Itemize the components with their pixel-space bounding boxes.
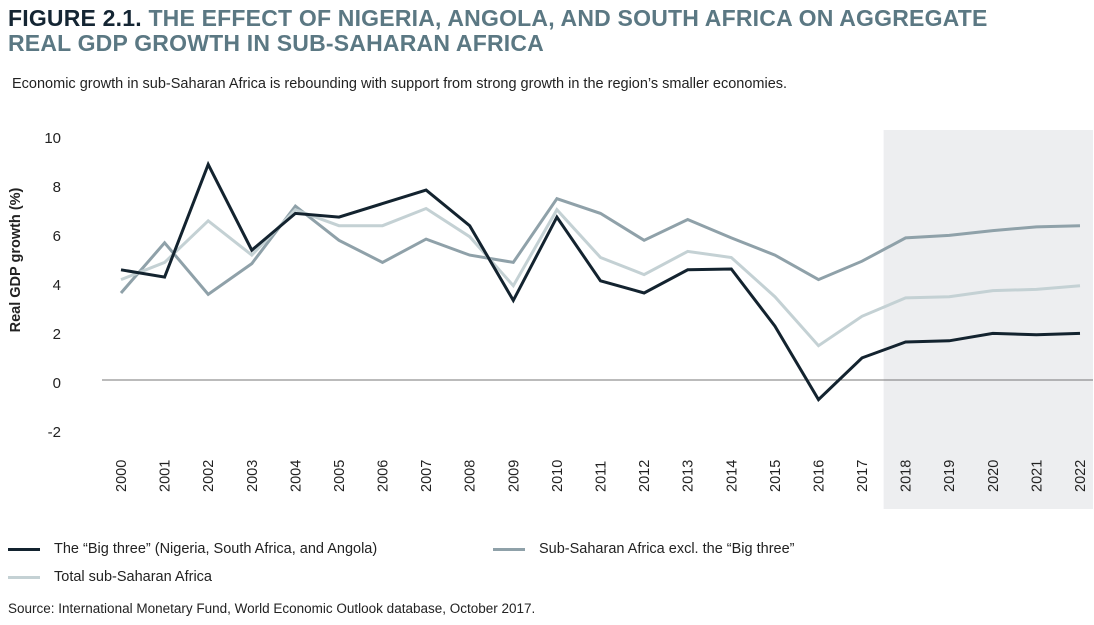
legend-item-big-three: The “Big three” (Nigeria, South Africa, … (8, 541, 377, 557)
y-axis-label: Real GDP growth (%) (8, 187, 24, 332)
x-tick-label: 2011 (594, 461, 610, 492)
legend-item-total: Total sub-Saharan Africa (8, 569, 212, 585)
y-tick-label: 10 (44, 130, 61, 147)
y-tick-label: 6 (53, 228, 61, 245)
x-tick-label: 2006 (376, 460, 392, 492)
x-tick-label: 2022 (1073, 460, 1089, 492)
legend-item-excl-big-three: Sub-Saharan Africa excl. the “Big three” (493, 541, 795, 557)
x-tick-label: 2017 (855, 460, 871, 492)
legend-swatch (8, 547, 40, 551)
legend-swatch (8, 575, 40, 579)
figure-number: FIGURE 2.1. (8, 5, 142, 31)
title-line-1: THE EFFECT OF NIGERIA, ANGOLA, AND SOUTH… (148, 5, 988, 31)
x-tick-label: 2015 (768, 460, 784, 492)
x-tick-label: 2020 (986, 460, 1002, 492)
legend-label: The “Big three” (Nigeria, South Africa, … (54, 541, 378, 557)
x-tick-label: 2012 (637, 460, 653, 492)
y-tick-label: 8 (53, 179, 61, 196)
legend-label: Sub-Saharan Africa excl. the “Big three” (539, 541, 795, 557)
y-tick-label: -2 (48, 424, 61, 441)
x-tick-label: 2001 (158, 460, 174, 492)
x-tick-label: 2019 (942, 460, 958, 492)
figure-title: FIGURE 2.1. THE EFFECT OF NIGERIA, ANGOL… (8, 6, 988, 56)
source-note: Source: International Monetary Fund, Wor… (8, 601, 536, 616)
x-tick-label: 2016 (811, 460, 827, 492)
legend-swatch (493, 547, 525, 551)
line-chart: 10 8 6 4 2 0 -2 Real GDP growth (%) 2000 2001 2002… (8, 130, 1093, 509)
title-line-2: REAL GDP GROWTH IN SUB-SAHARAN AFRICA (8, 30, 544, 56)
x-tick-label: 2014 (724, 460, 740, 492)
x-tick-label: 2021 (1029, 460, 1045, 492)
subtitle: Economic growth in sub-Saharan Africa is… (12, 76, 788, 92)
series-line (120, 160, 1081, 402)
x-tick-label: 2005 (332, 460, 348, 492)
x-tick-label: 2013 (681, 460, 697, 492)
y-tick-label: 4 (53, 277, 61, 294)
x-tick-label: 2010 (550, 460, 566, 492)
x-tick-label: 2000 (114, 460, 130, 492)
x-tick-label: 2003 (245, 460, 261, 492)
x-tick-label: 2008 (463, 460, 479, 492)
y-tick-label: 2 (53, 326, 61, 343)
x-tick-label: 2018 (899, 460, 915, 492)
x-tick-label: 2004 (288, 460, 304, 492)
x-tick-label: 2007 (419, 460, 435, 492)
projection-shading (883, 130, 1093, 509)
x-tick-label: 2002 (201, 460, 217, 492)
legend-label: Total sub-Saharan Africa (54, 569, 212, 585)
x-tick-label: 2009 (506, 460, 522, 492)
y-tick-label: 0 (53, 375, 61, 392)
